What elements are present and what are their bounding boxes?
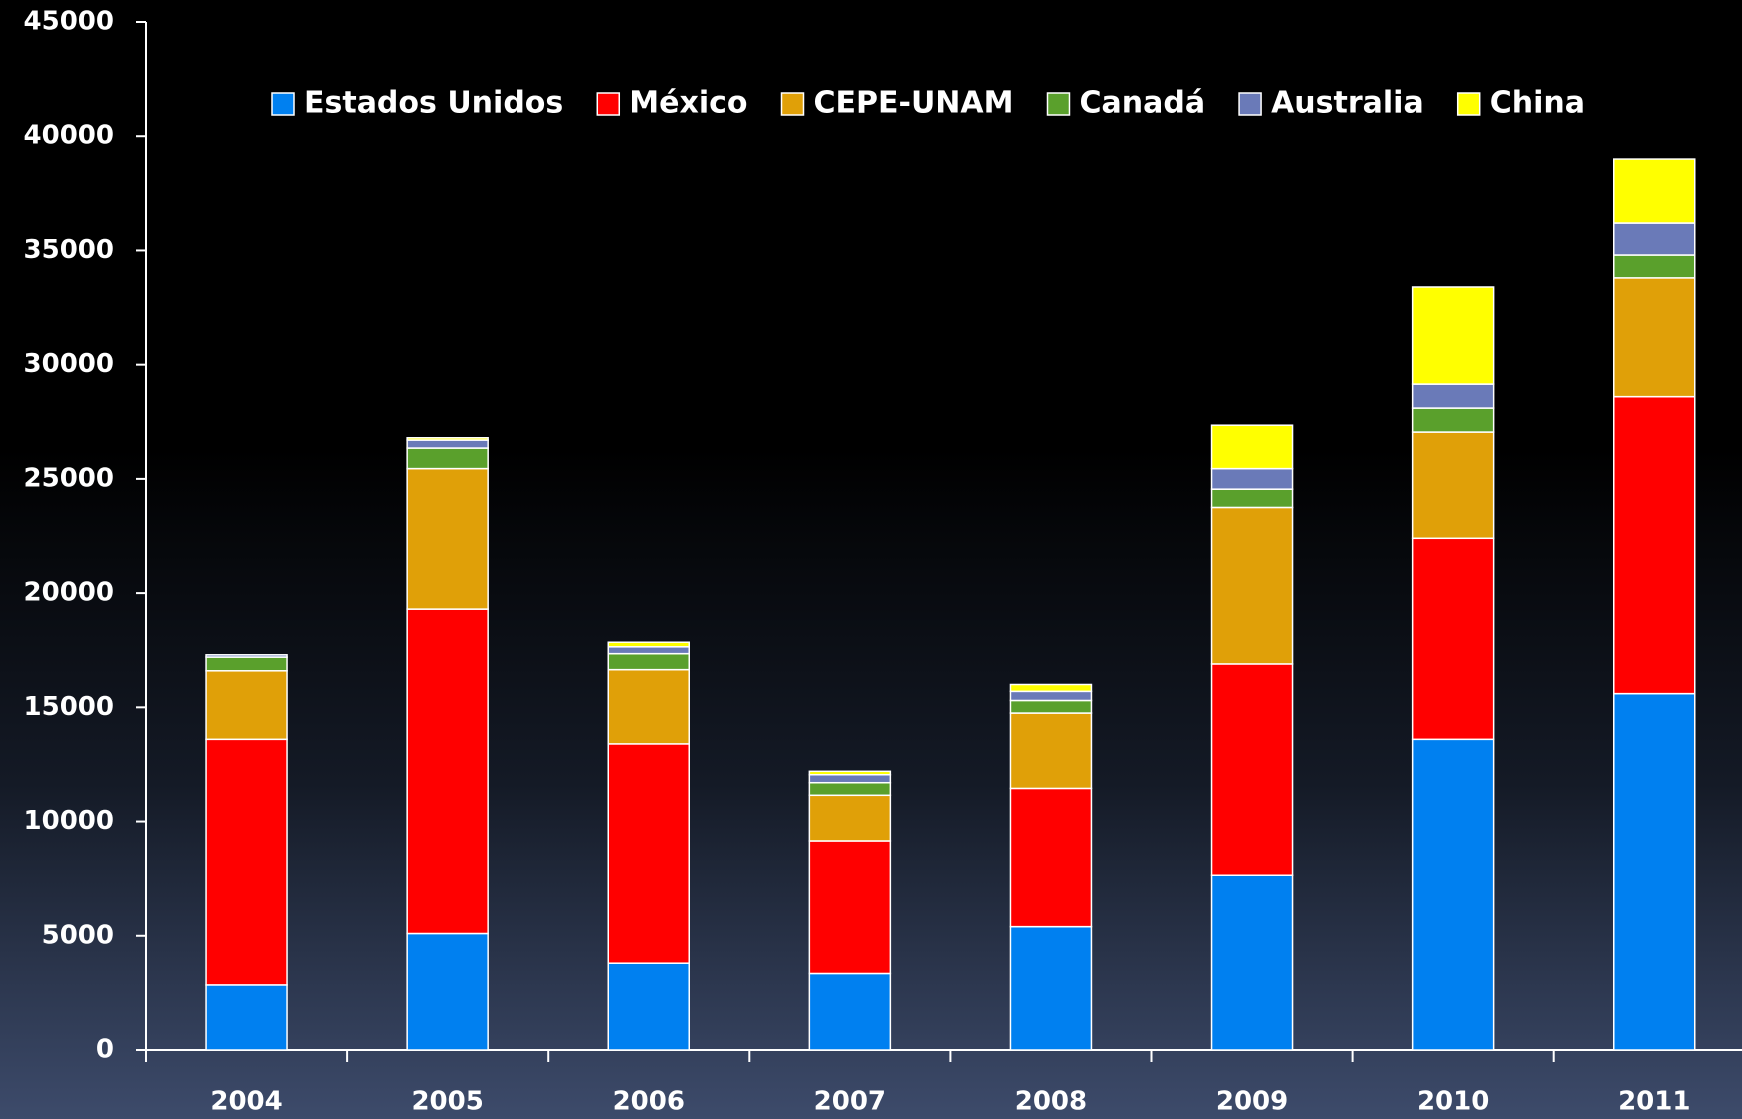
bar-segment	[1210, 424, 1294, 470]
bar-segment	[1411, 537, 1495, 741]
x-tick-label: 2005	[411, 1087, 483, 1117]
legend-label: Canadá	[1079, 86, 1205, 121]
legend-swatch	[596, 92, 621, 116]
legend-swatch	[1046, 92, 1071, 116]
y-tick-label: 45000	[24, 7, 114, 37]
legend-label: CEPE-UNAM	[814, 86, 1014, 121]
legend-label: China	[1490, 86, 1585, 121]
y-tick-label: 15000	[24, 692, 114, 722]
bar-segment	[1411, 431, 1495, 540]
x-tick-label: 2006	[613, 1087, 685, 1117]
bar-segment	[1613, 222, 1696, 256]
bar-segment	[1411, 383, 1495, 409]
x-tick-label: 2011	[1618, 1087, 1690, 1117]
bar-segment	[1009, 925, 1093, 1051]
bar-segment	[1411, 407, 1495, 433]
bar-segment	[406, 932, 489, 1051]
bar-segment	[406, 467, 489, 610]
bar-segment	[1009, 683, 1093, 693]
bar-segment	[808, 773, 892, 784]
bar-segment	[607, 646, 690, 655]
bar-segment	[205, 984, 288, 1051]
x-tick-label: 2007	[814, 1087, 886, 1117]
bar-segment	[205, 670, 288, 741]
bar-segment	[406, 437, 489, 441]
x-tick-label: 2009	[1216, 1087, 1288, 1117]
bar-segment	[1411, 738, 1495, 1051]
legend-swatch	[271, 92, 295, 116]
legend-label: Australia	[1271, 86, 1424, 121]
y-tick-label: 35000	[24, 235, 114, 265]
y-tick-label: 40000	[24, 121, 114, 151]
x-tick-label: 2004	[210, 1087, 282, 1117]
x-tick-label: 2010	[1417, 1087, 1489, 1117]
bar-segment	[1210, 467, 1294, 490]
y-tick-label: 25000	[24, 463, 114, 493]
bar-segment	[1210, 488, 1294, 509]
bar-segment	[808, 972, 892, 1051]
bar-segment	[1613, 158, 1696, 224]
bar-segment	[1613, 395, 1696, 695]
bar-segment	[205, 738, 288, 986]
bar-segment	[406, 447, 489, 470]
bar-segment	[1411, 286, 1495, 385]
y-tick-label: 10000	[24, 806, 114, 836]
y-tick-label: 30000	[24, 349, 114, 379]
bar-segment	[1210, 874, 1294, 1051]
bar-segment	[1613, 254, 1696, 279]
bar-segment	[205, 656, 288, 672]
y-tick-label: 20000	[24, 578, 114, 608]
y-tick-label: 0	[96, 1035, 114, 1065]
bar-segment	[808, 770, 892, 776]
x-tick-label: 2008	[1015, 1087, 1087, 1117]
bar-segment	[607, 652, 690, 671]
bar-segment	[1210, 506, 1294, 665]
bar-segment	[1009, 712, 1093, 790]
bar-segment	[406, 439, 489, 449]
bar-segment	[808, 781, 892, 797]
bar-segment	[406, 608, 489, 935]
bar-segment	[1009, 787, 1093, 928]
bar-segment	[1210, 663, 1294, 876]
legend-swatch	[780, 92, 805, 116]
bar-segment	[607, 641, 690, 648]
y-tick-label: 5000	[42, 920, 114, 950]
legend-label: Estados Unidos	[304, 86, 563, 121]
bar-segment	[1009, 690, 1093, 702]
bar-segment	[607, 668, 690, 745]
bar-segment	[1613, 277, 1696, 398]
bar-segment	[1009, 699, 1093, 714]
legend-swatch	[1238, 92, 1262, 116]
bar-segment	[808, 794, 892, 842]
bar-segment	[205, 654, 288, 658]
bar-segment	[607, 743, 690, 964]
bar-segment	[607, 962, 690, 1051]
legend-label: México	[629, 86, 747, 121]
legend-swatch	[1456, 92, 1481, 116]
bar-segment	[1613, 692, 1696, 1051]
bar-segment	[808, 840, 892, 975]
